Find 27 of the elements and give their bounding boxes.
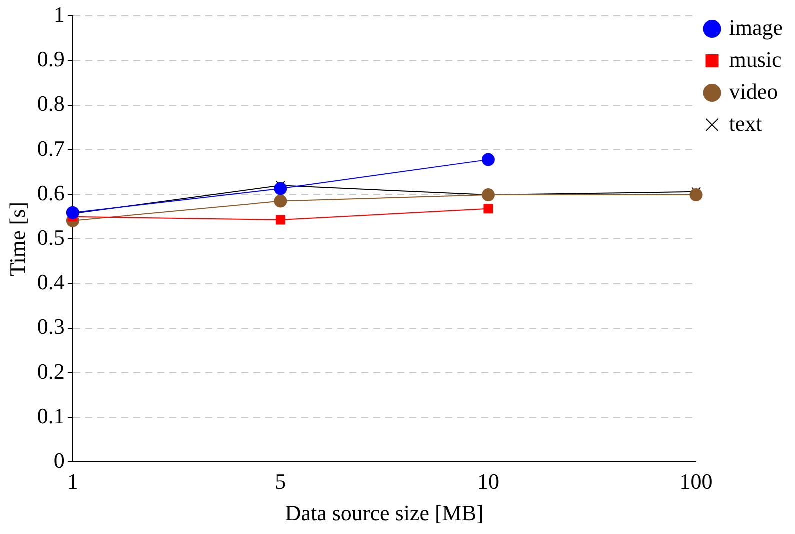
point	[274, 182, 288, 196]
y-axis-title: Time [s]	[4, 202, 30, 276]
x-tick-label: 100	[680, 469, 713, 494]
legend-label: video	[729, 78, 778, 104]
y-tick-label: 0.7	[37, 136, 65, 161]
y-tick-label: 0.2	[37, 358, 65, 384]
x-tick-label: 10	[477, 469, 500, 494]
point	[274, 194, 288, 208]
point	[66, 206, 80, 220]
x-tick-label: 5	[275, 469, 286, 494]
x-axis-title: Data source size [MB]	[285, 500, 484, 526]
y-tick-label: 0.9	[37, 46, 65, 72]
point	[690, 188, 703, 202]
point	[482, 153, 495, 166]
y-tick-label: 0.6	[37, 180, 65, 206]
point	[484, 204, 494, 214]
y-tick-label: 1	[54, 2, 65, 27]
y-tick-label: 0.3	[37, 314, 65, 340]
y-tick-label: 0.8	[37, 91, 65, 116]
legend-label: music	[729, 46, 782, 72]
legend-label: text	[729, 110, 762, 136]
point	[276, 215, 286, 225]
y-tick-label: 0	[54, 448, 65, 473]
y-tick-label: 0.1	[37, 403, 65, 428]
legend-label: image	[729, 14, 784, 40]
y-tick-label: 0.4	[37, 270, 65, 295]
y-tick-label: 0.5	[37, 224, 65, 250]
